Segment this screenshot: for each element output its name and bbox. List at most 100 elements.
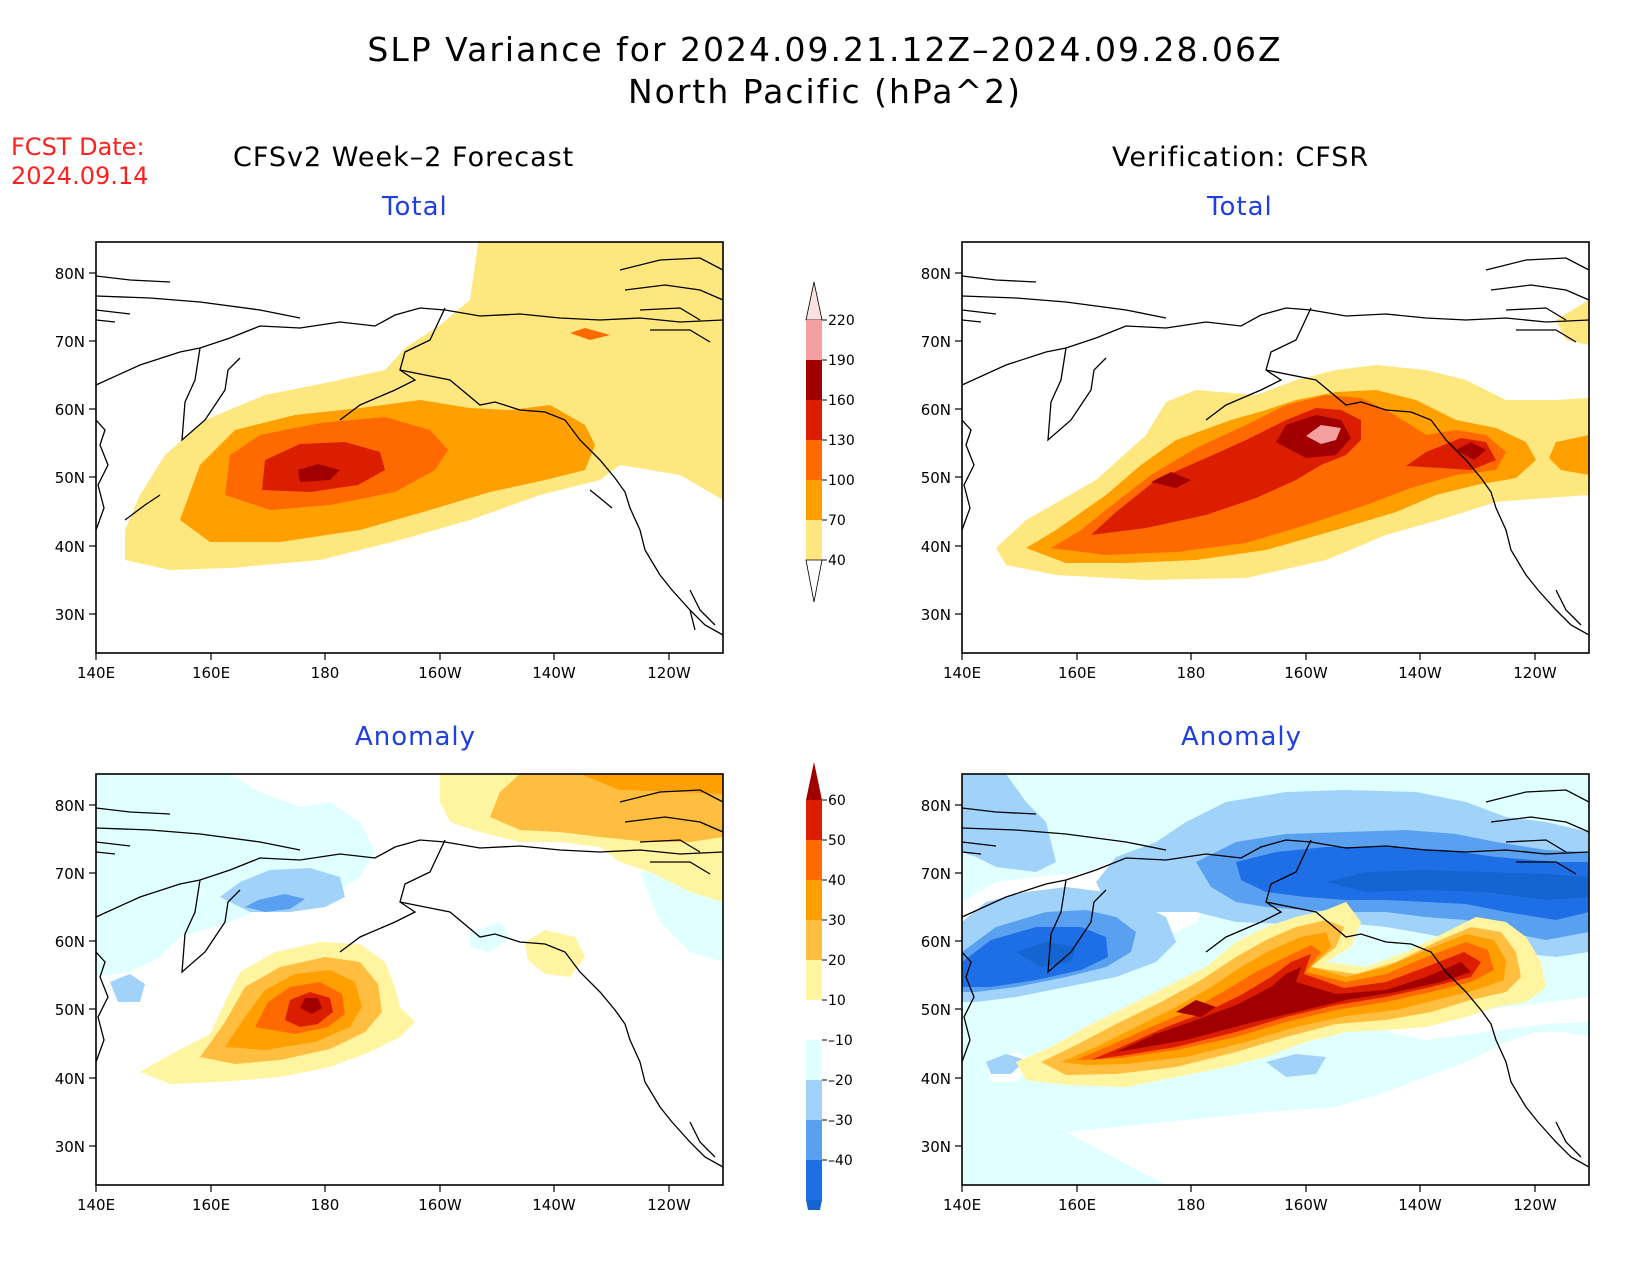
lat-label: 50N: [921, 469, 951, 487]
lon-label: 160E: [1058, 1196, 1096, 1214]
lon-label: 160E: [192, 1196, 230, 1214]
lon-label: 180: [311, 1196, 340, 1214]
bottom-right-panel-title: Anomaly: [1181, 722, 1303, 752]
forecast-anomaly-field: [96, 774, 723, 1084]
right-column-title: Verification: CFSR: [1112, 142, 1370, 173]
lon-label: 160E: [192, 664, 230, 682]
colorbar-box: [806, 880, 822, 920]
colorbar-box: [806, 520, 822, 560]
total-level-label: 70: [828, 513, 846, 529]
lat-label: 30N: [921, 1138, 951, 1156]
lat-label: 30N: [55, 1138, 85, 1156]
fcst-date: 2024.09.14: [11, 162, 149, 190]
verification-anomaly-field: [962, 774, 1589, 1185]
total-level-label: 40: [828, 553, 846, 569]
total-colorbar-boxes: [805, 281, 827, 603]
total-colorbar: 220 190 160 130 100 70 40: [805, 281, 855, 603]
total-level-label: 130: [828, 433, 855, 449]
lon-label: 140E: [77, 664, 115, 682]
colorbar-box: [806, 320, 822, 360]
lat-label: 60N: [55, 933, 85, 951]
total-level-label: 100: [828, 473, 855, 489]
lat-label: 40N: [921, 538, 951, 556]
lat-label: 30N: [921, 606, 951, 624]
forecast-anomaly-map: 80N 70N 60N 50N 40N 30N 140E 160E 180 16…: [55, 773, 724, 1214]
lat-label: 50N: [55, 1001, 85, 1019]
lon-label: 160E: [1058, 664, 1096, 682]
lat-label: 60N: [55, 401, 85, 419]
lon-label: 160W: [418, 664, 462, 682]
total-level-label: 220: [828, 313, 855, 329]
lat-label: 70N: [921, 333, 951, 351]
colorbar-box: [806, 1120, 822, 1160]
lat-label: 80N: [921, 265, 951, 283]
main-title: SLP Variance for 2024.09.21.12Z–2024.09.…: [367, 30, 1283, 69]
lon-label: 140W: [532, 664, 576, 682]
lat-label: 50N: [921, 1001, 951, 1019]
colorbar-box: [806, 840, 822, 880]
anomaly-colorbar-boxes: [806, 762, 827, 1210]
colorbar-box: [806, 480, 822, 520]
left-column-title: CFSv2 Week–2 Forecast: [233, 142, 575, 173]
colorbar-box: [806, 1160, 822, 1200]
lon-label: 120W: [1513, 664, 1557, 682]
lon-label: 180: [1177, 664, 1206, 682]
verification-total-field: [996, 300, 1589, 580]
top-right-panel-title: Total: [1207, 192, 1273, 222]
anomaly-level-label: 20: [828, 953, 846, 969]
anomaly-level-label: –20: [828, 1073, 853, 1089]
lon-label: 120W: [1513, 1196, 1557, 1214]
lon-label: 140E: [77, 1196, 115, 1214]
colorbar-box: [806, 1080, 822, 1120]
colorbar-top-triangle: [805, 281, 823, 321]
anomaly-level-label: 50: [828, 833, 846, 849]
lon-label: 120W: [647, 1196, 691, 1214]
colorbar-box: [806, 360, 822, 400]
colorbar-top-triangle: [806, 762, 822, 800]
total-level-label: 160: [828, 393, 855, 409]
lat-label: 40N: [55, 1070, 85, 1088]
lon-label: 140E: [943, 1196, 981, 1214]
colorbar-box: [806, 440, 822, 480]
anomaly-level-label: –40: [828, 1153, 853, 1169]
subtitle: North Pacific (hPa^2): [627, 72, 1023, 111]
anomaly-level-label: –10: [828, 1033, 853, 1049]
lon-label: 140W: [1398, 664, 1442, 682]
bottom-left-panel-title: Anomaly: [355, 722, 477, 752]
lon-ticks: [95, 653, 670, 660]
lat-label: 80N: [55, 265, 85, 283]
lon-label: 160W: [1284, 664, 1328, 682]
lon-label: 140E: [943, 664, 981, 682]
forecast-total-field: [125, 242, 723, 570]
verification-total-map: 80N 70N 60N 50N 40N 30N 140E 160E 180 16…: [921, 241, 1590, 682]
lat-label: 40N: [921, 1070, 951, 1088]
anomaly-level-label: 40: [828, 873, 846, 889]
colorbar-box: [806, 1040, 822, 1080]
lon-label: 180: [311, 664, 340, 682]
verification-anomaly-map: 80N 70N 60N 50N 40N 30N 140E 160E 180 16…: [921, 773, 1590, 1214]
anomaly-level-label: 60: [828, 793, 846, 809]
anomaly-colorbar-labels: 60 50 40 30 20 10 –10 –20 –30 –40: [828, 793, 853, 1169]
colorbar-box: [806, 800, 822, 840]
lon-label: 140W: [1398, 1196, 1442, 1214]
lat-label: 50N: [55, 469, 85, 487]
colorbar-bottom-triangle: [805, 559, 823, 603]
total-level-label: 190: [828, 353, 855, 369]
lat-label: 80N: [921, 797, 951, 815]
lat-label: 70N: [55, 333, 85, 351]
lat-label: 80N: [55, 797, 85, 815]
lat-label: 60N: [921, 401, 951, 419]
coastlines: [96, 257, 723, 636]
total-colorbar-labels: 220 190 160 130 100 70 40: [828, 313, 855, 569]
fcst-label: FCST Date:: [11, 133, 145, 161]
top-left-panel-title: Total: [382, 192, 448, 222]
lat-label: 40N: [55, 538, 85, 556]
colorbar-box: [806, 960, 822, 1000]
coastlines: [962, 257, 1589, 636]
lon-label: 160W: [1284, 1196, 1328, 1214]
lon-label: 180: [1177, 1196, 1206, 1214]
forecast-total-map: 80N 70N 60N 50N 40N 30N 140E 160E 180 16…: [55, 241, 724, 682]
lat-label: 30N: [55, 606, 85, 624]
lon-labels: 140E 160E 180 160W 140W 120W: [77, 664, 691, 682]
lon-label: 160W: [418, 1196, 462, 1214]
